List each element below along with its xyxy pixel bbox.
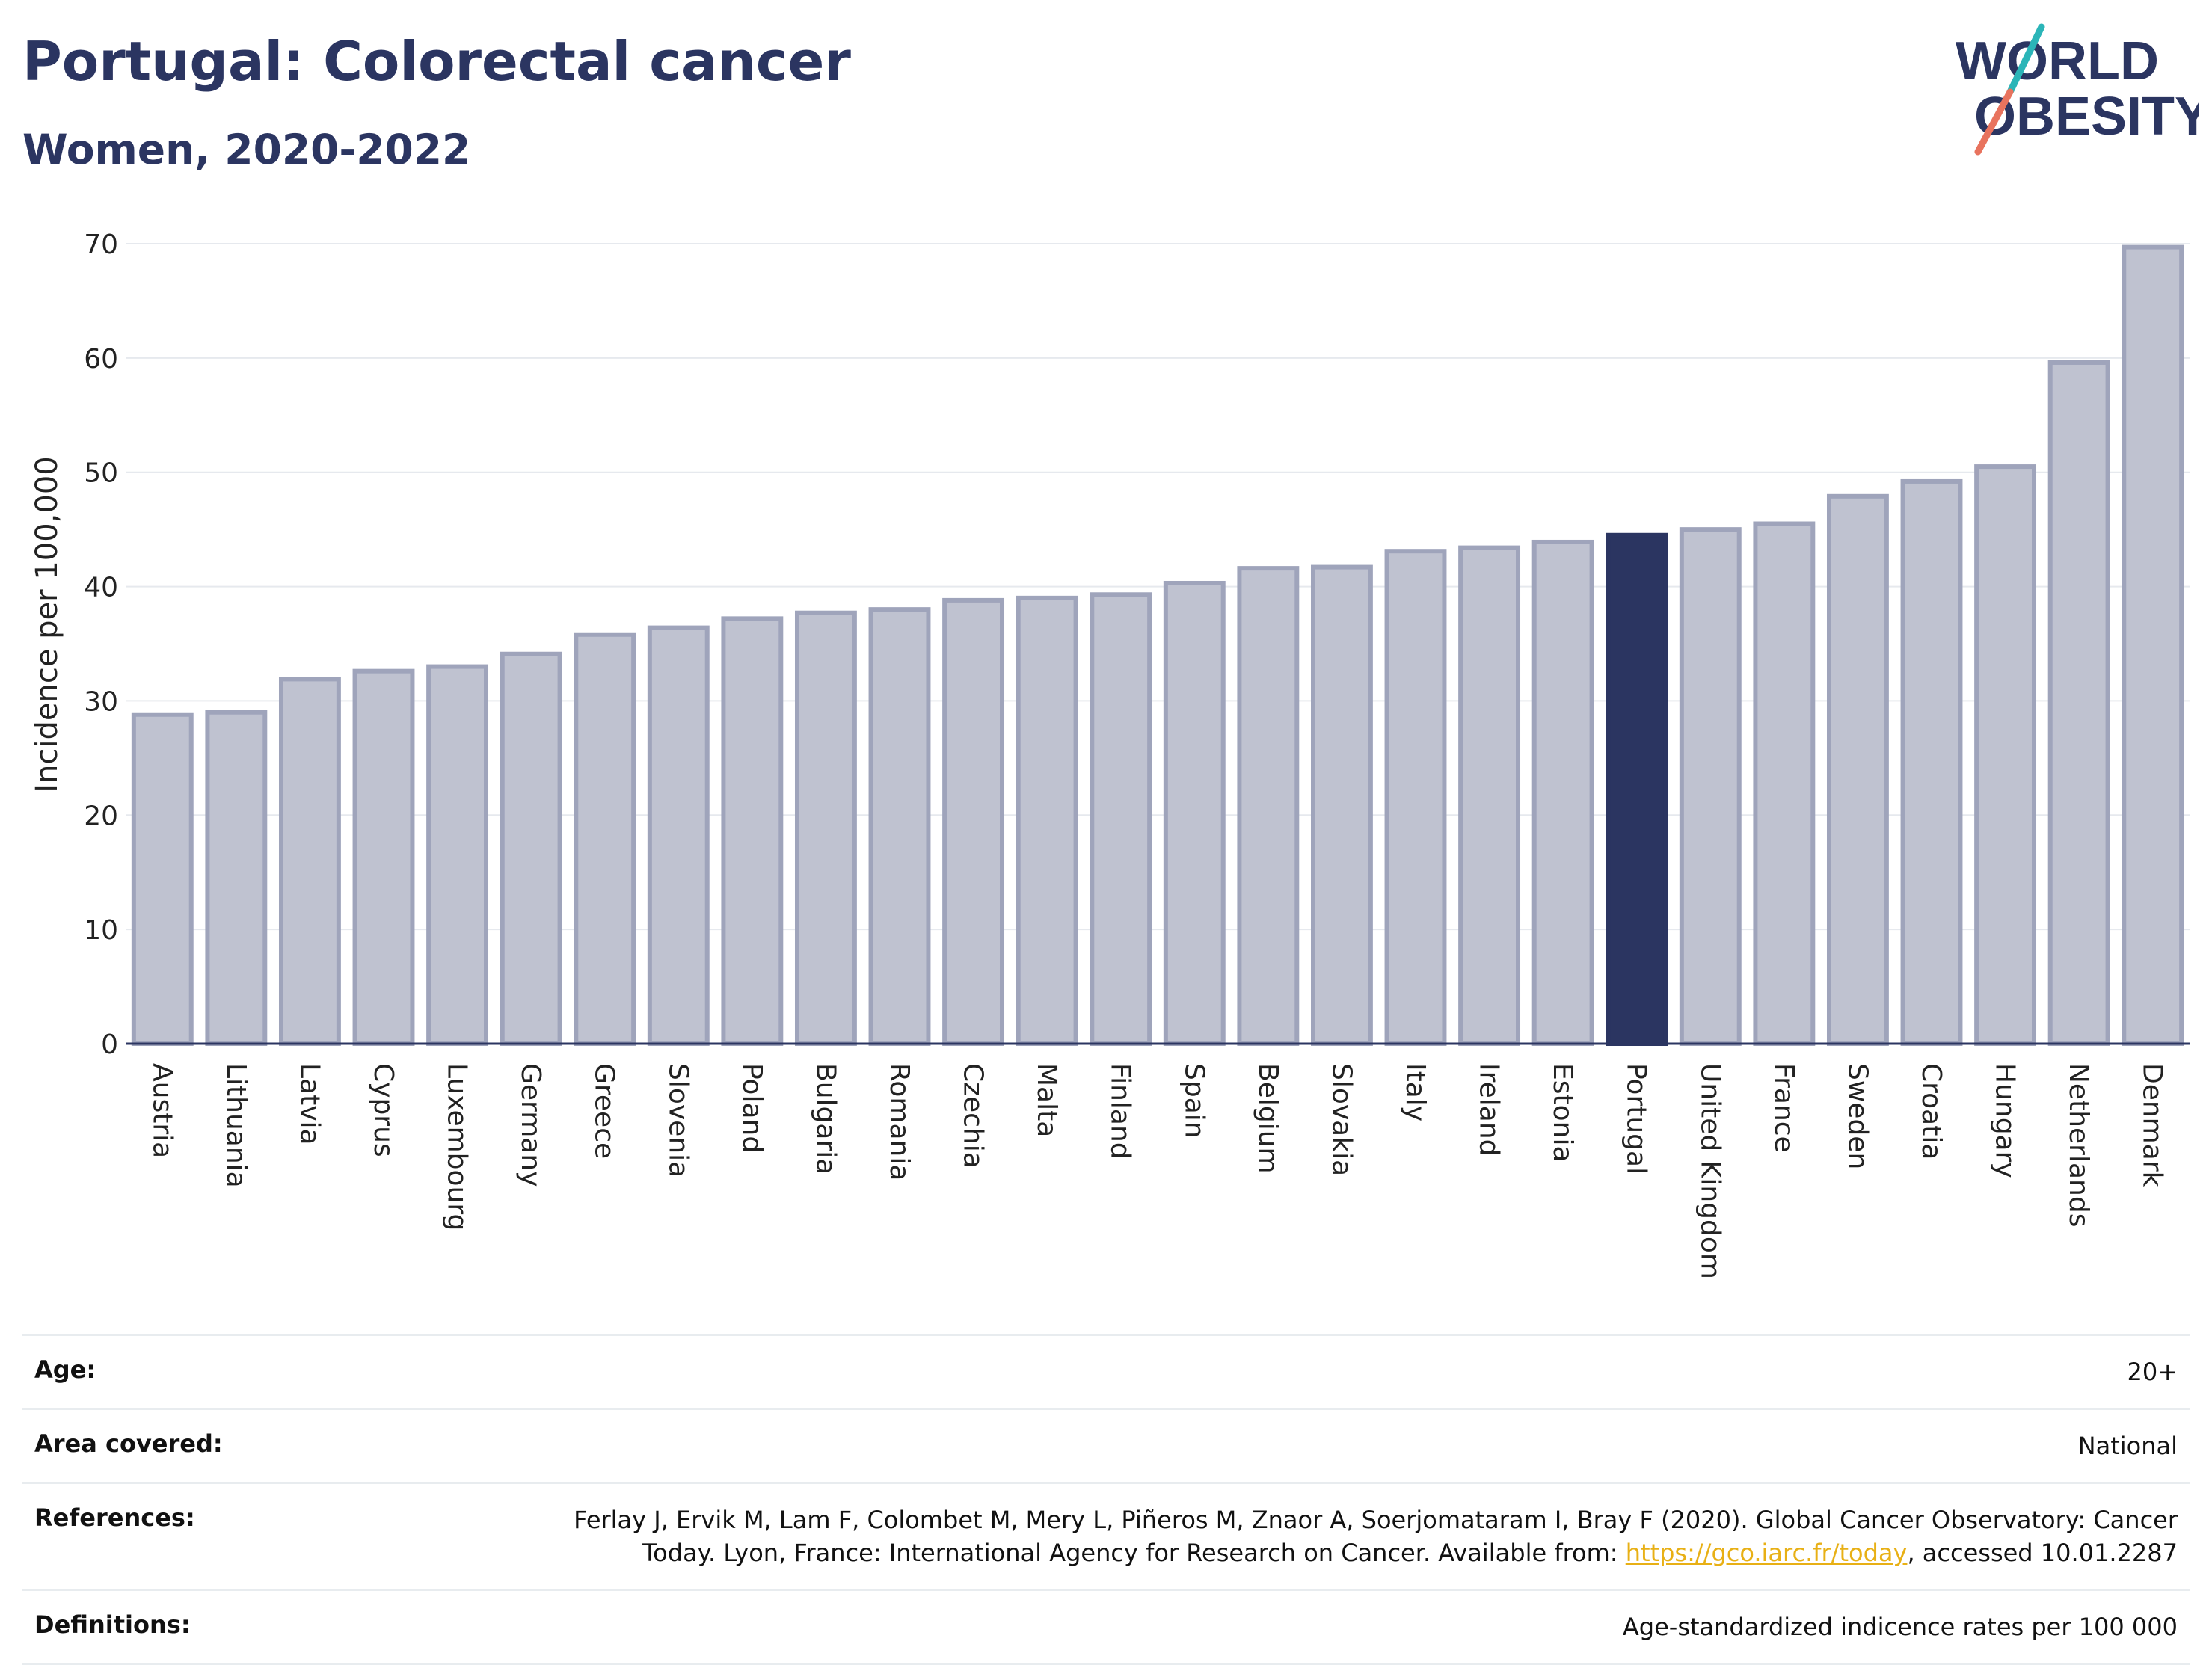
x-tick-label: Bulgaria bbox=[810, 1063, 841, 1175]
bar-malta bbox=[1016, 595, 1078, 1046]
age-label: Age: bbox=[34, 1355, 96, 1384]
x-tick-label: Netherlands bbox=[2063, 1063, 2094, 1227]
bar-spain bbox=[1163, 580, 1226, 1046]
x-tick-label: Italy bbox=[1400, 1063, 1431, 1121]
y-tick-label: 60 bbox=[84, 344, 118, 375]
bar-sweden bbox=[1826, 493, 1889, 1046]
bar-greece bbox=[574, 632, 636, 1046]
bar-france bbox=[1753, 521, 1816, 1046]
info-row-age: Age: 20+ bbox=[22, 1334, 2190, 1408]
bar-portugal bbox=[1606, 532, 1668, 1046]
bar-netherlands bbox=[2047, 360, 2110, 1046]
bar-croatia bbox=[1900, 478, 1963, 1046]
x-tick-label: Ireland bbox=[1474, 1063, 1505, 1157]
bar-estonia bbox=[1531, 539, 1594, 1046]
bar-luxembourg bbox=[426, 664, 489, 1046]
bar-denmark bbox=[2122, 244, 2184, 1047]
bar-czechia bbox=[942, 597, 1005, 1046]
bar-cyprus bbox=[352, 668, 415, 1047]
info-row-definitions: Definitions: Age-standardized indicence … bbox=[22, 1589, 2190, 1665]
bar-poland bbox=[721, 616, 784, 1046]
x-tick-label: Finland bbox=[1105, 1063, 1136, 1160]
world-obesity-logo: WORLD OBESITY bbox=[1956, 23, 2199, 156]
x-tick-label: Romania bbox=[884, 1063, 915, 1181]
bar-hungary bbox=[1974, 464, 2037, 1046]
bar-chart: 0 10 20 30 40 50 60 70 Austria Lithuania Latvia Cy… bbox=[30, 230, 2190, 1279]
logo-line1: WORLD bbox=[1956, 31, 2159, 91]
x-tick-label: Austria bbox=[147, 1063, 177, 1158]
x-tick-label: Lithuania bbox=[221, 1063, 251, 1188]
y-tick-label: 70 bbox=[84, 230, 118, 260]
x-tick-label: Slovakia bbox=[1326, 1063, 1357, 1176]
bar-latvia bbox=[278, 677, 341, 1047]
bar-slovenia bbox=[647, 625, 710, 1046]
info-row-references: References: Ferlay J, Ervik M, Lam F, Co… bbox=[22, 1482, 2190, 1589]
bar-lithuania bbox=[205, 710, 268, 1046]
bars bbox=[131, 244, 2184, 1047]
x-tick-label: Greece bbox=[589, 1063, 620, 1159]
definitions-label: Definitions: bbox=[34, 1610, 191, 1639]
x-tick-label: Czechia bbox=[958, 1063, 989, 1169]
x-axis-ticks: Austria Lithuania Latvia Cyprus Luxembourg Ge… bbox=[147, 1063, 2167, 1279]
x-tick-label: Belgium bbox=[1253, 1063, 1283, 1174]
x-tick-label: Germany bbox=[515, 1063, 546, 1187]
bar-austria bbox=[131, 712, 194, 1046]
bar-italy bbox=[1384, 549, 1447, 1046]
age-value: 20+ bbox=[2127, 1358, 2178, 1386]
x-tick-label: Malta bbox=[1031, 1063, 1062, 1137]
area-label: Area covered: bbox=[34, 1429, 223, 1458]
references-label: References: bbox=[34, 1504, 195, 1532]
x-tick-label: Latvia bbox=[294, 1063, 325, 1145]
x-tick-label: Denmark bbox=[2137, 1063, 2168, 1187]
bar-bulgaria bbox=[794, 610, 857, 1046]
x-tick-label: Luxembourg bbox=[442, 1063, 473, 1231]
y-axis-label: Incidence per 100,000 bbox=[30, 456, 64, 793]
y-tick-label: 20 bbox=[84, 801, 118, 831]
y-tick-label: 30 bbox=[84, 686, 118, 717]
bar-ireland bbox=[1458, 545, 1521, 1046]
y-tick-label: 0 bbox=[101, 1030, 118, 1060]
x-tick-label: Sweden bbox=[1842, 1063, 1872, 1169]
area-value: National bbox=[2077, 1432, 2178, 1460]
x-tick-label: France bbox=[1769, 1063, 1799, 1153]
references-text: Ferlay J, Ervik M, Lam F, Colombet M, Me… bbox=[574, 1506, 2178, 1567]
logo-slash-coral bbox=[1974, 88, 2014, 156]
bar-belgium bbox=[1237, 566, 1300, 1046]
references-link[interactable]: https://gco.iarc.fr/today bbox=[1625, 1539, 1908, 1567]
x-tick-label: Croatia bbox=[1916, 1063, 1947, 1160]
page-subtitle: Women, 2020-2022 bbox=[22, 126, 471, 173]
x-tick-label: Hungary bbox=[1990, 1063, 2021, 1178]
x-tick-label: Portugal bbox=[1621, 1063, 1652, 1175]
info-row-area: Area covered: National bbox=[22, 1408, 2190, 1482]
bar-germany bbox=[500, 651, 562, 1046]
references-value: Ferlay J, Ervik M, Lam F, Colombet M, Me… bbox=[532, 1504, 2178, 1569]
logo-slash-teal bbox=[2006, 23, 2045, 96]
y-tick-label: 50 bbox=[84, 458, 118, 489]
bar-romania bbox=[868, 607, 931, 1046]
bar-slovakia bbox=[1310, 564, 1373, 1046]
x-tick-label: Cyprus bbox=[368, 1063, 399, 1157]
x-tick-label: Estonia bbox=[1547, 1063, 1578, 1163]
page-title: Portugal: Colorectal cancer bbox=[22, 30, 851, 93]
definitions-value: Age-standardized indicence rates per 100… bbox=[1622, 1613, 2178, 1641]
x-tick-label: United Kingdom bbox=[1695, 1063, 1725, 1279]
y-tick-label: 40 bbox=[84, 573, 118, 603]
bar-finland bbox=[1090, 592, 1152, 1046]
references-accessed: , accessed 10.01.2287 bbox=[1907, 1539, 2178, 1567]
y-tick-label: 10 bbox=[84, 915, 118, 946]
info-table: Age: 20+ Area covered: National Referenc… bbox=[22, 1334, 2190, 1665]
bar-united-kingdom bbox=[1679, 527, 1742, 1046]
x-tick-label: Poland bbox=[737, 1063, 767, 1153]
y-axis-ticks: 0 10 20 30 40 50 60 70 bbox=[84, 230, 118, 1060]
x-tick-label: Spain bbox=[1179, 1063, 1209, 1139]
logo-line2: OBESITY bbox=[1974, 87, 2199, 147]
x-tick-label: Slovenia bbox=[663, 1063, 693, 1178]
